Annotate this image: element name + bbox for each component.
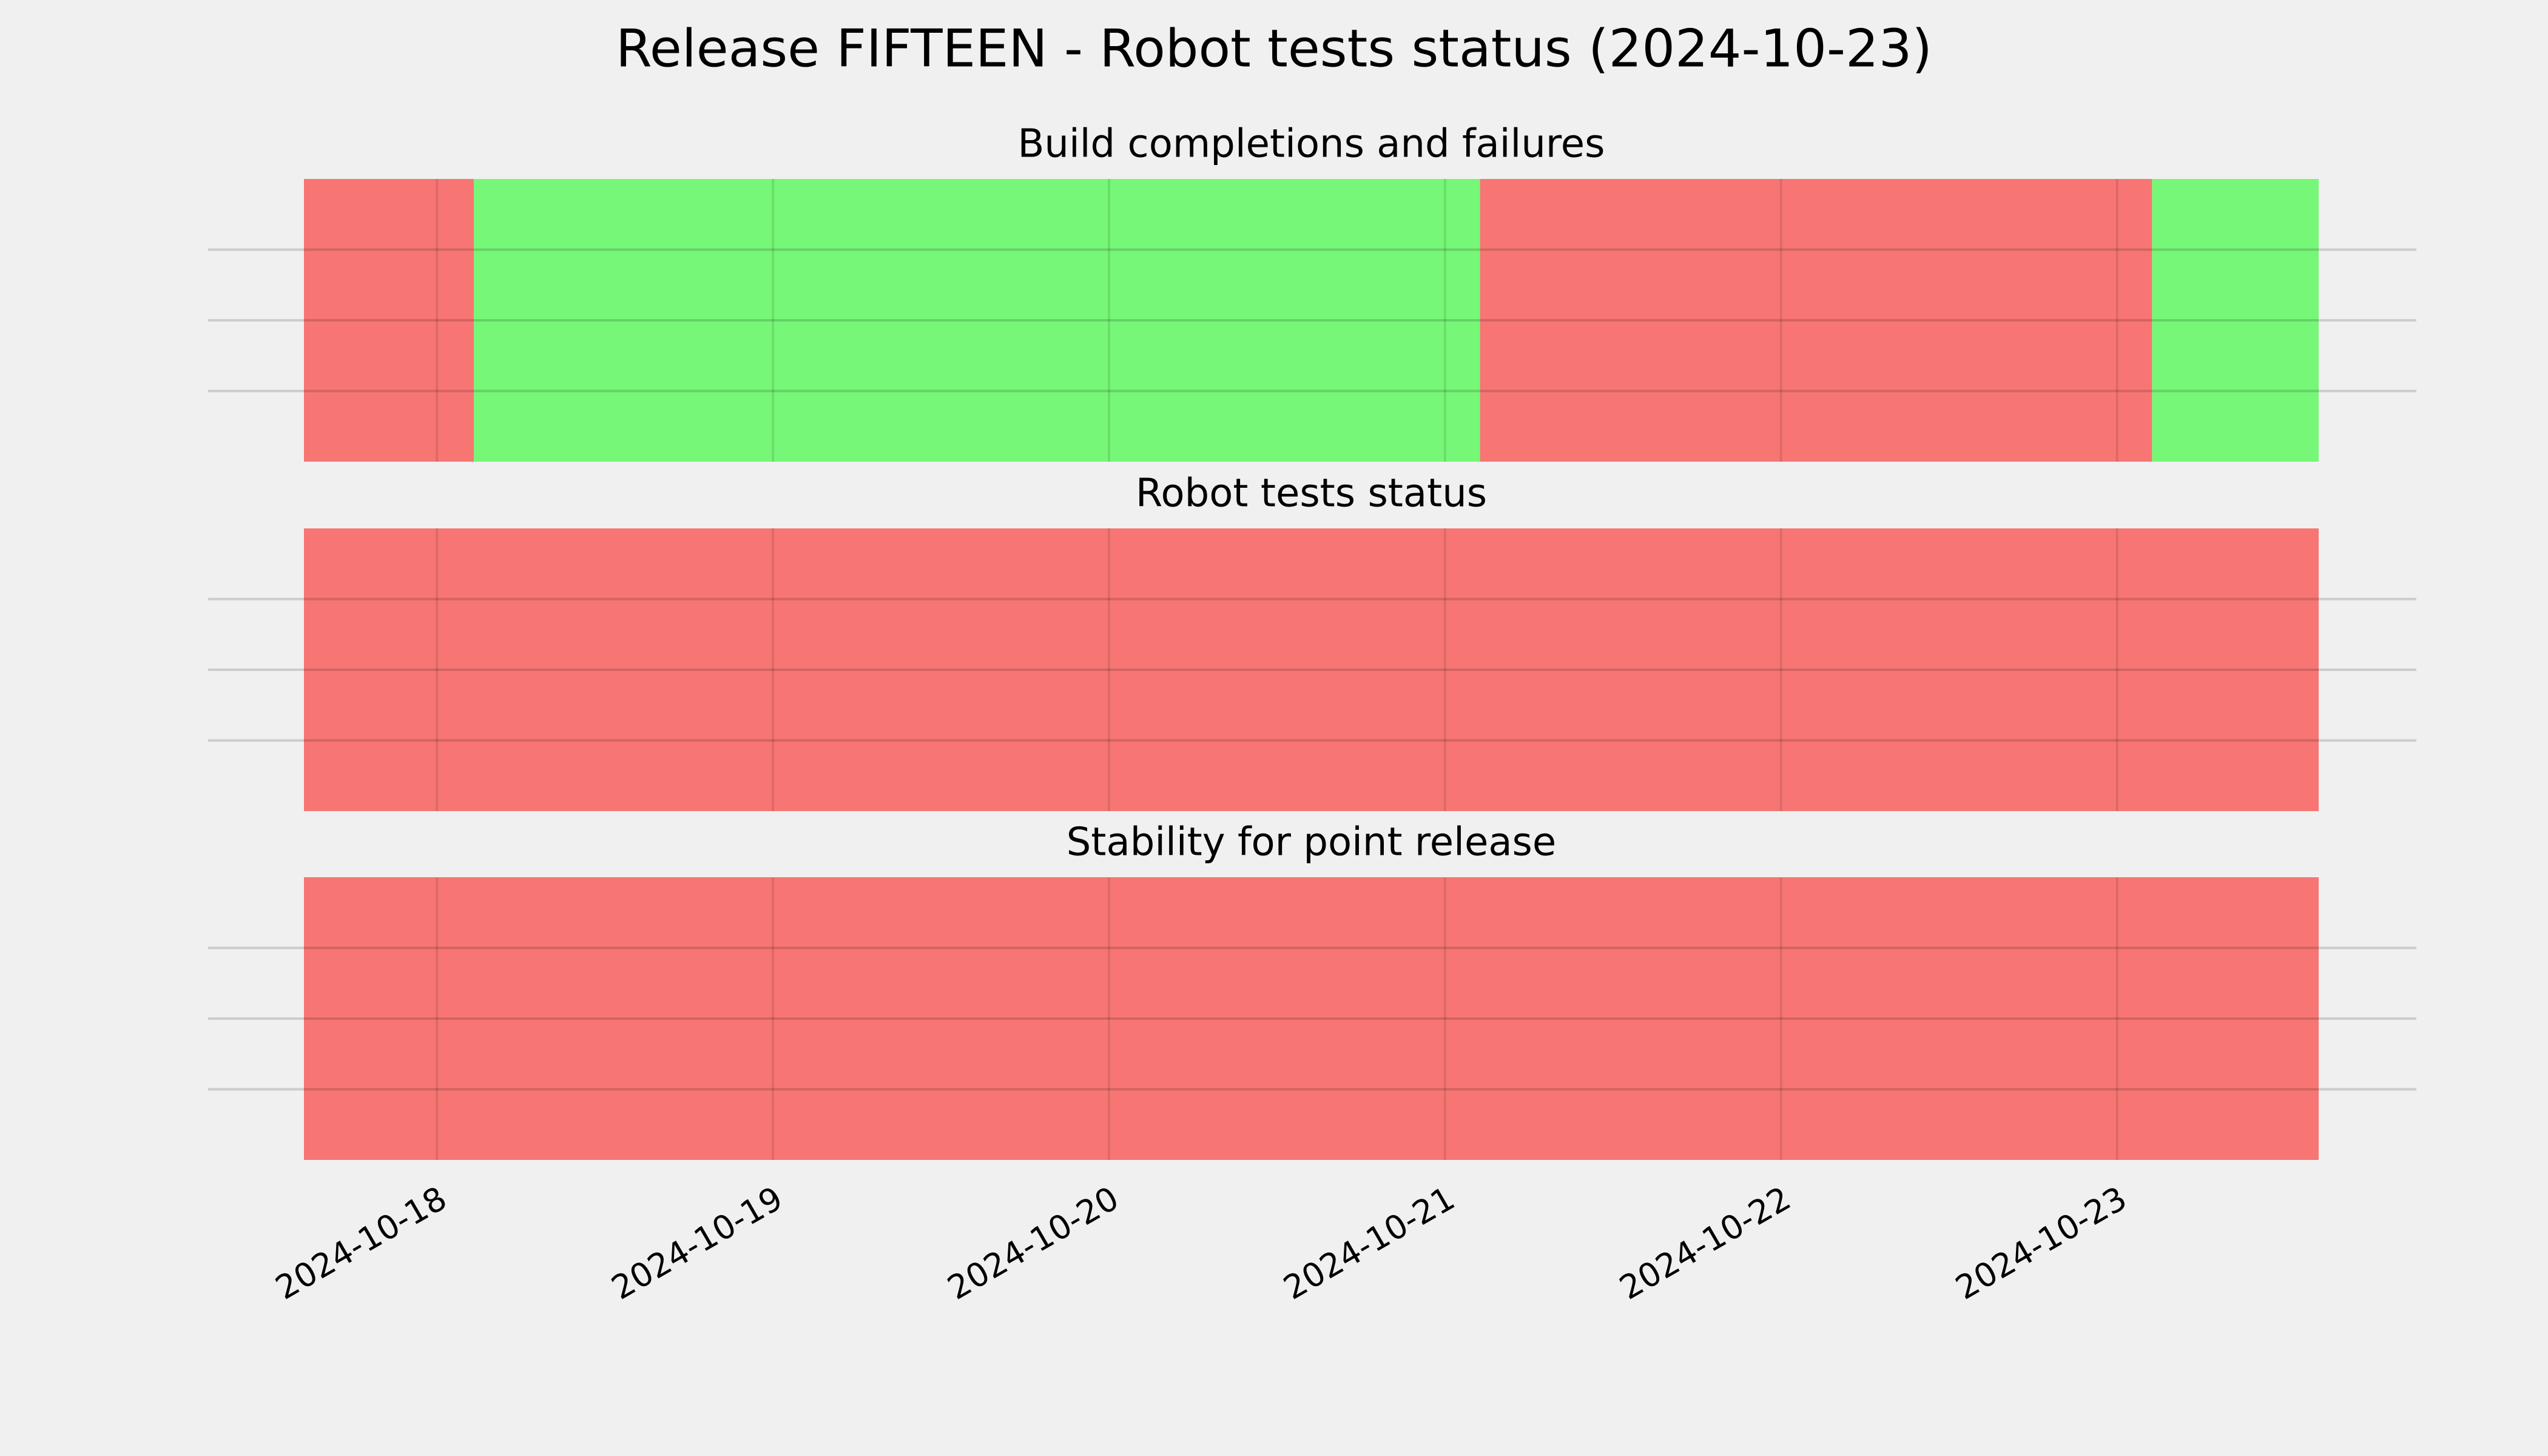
span [1480, 179, 2152, 462]
span [304, 877, 2319, 1160]
panel-title: Stability for point release [1067, 820, 1557, 865]
span [304, 179, 474, 462]
panel-title: Robot tests status [1136, 471, 1487, 516]
span [2152, 179, 2319, 462]
span [474, 179, 1480, 462]
span [304, 528, 2319, 811]
chart-title: Release FIFTEEN - Robot tests status (20… [616, 18, 1932, 79]
panel-title: Build completions and failures [1018, 122, 1605, 167]
